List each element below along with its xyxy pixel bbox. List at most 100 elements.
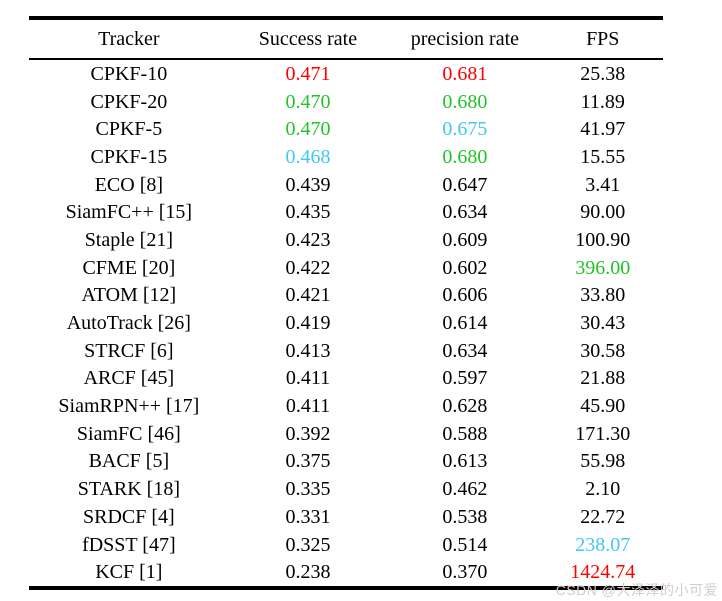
table-row: Staple [21] 0.423 0.609 100.90 <box>29 226 663 254</box>
cell-tracker: STARK [18] <box>77 478 180 501</box>
cell-success-rate: 0.435 <box>285 201 331 224</box>
cell-tracker: SRDCF [4] <box>83 505 175 528</box>
cell-success-rate: 0.470 <box>285 90 331 113</box>
col-header-fps: FPS <box>586 28 620 50</box>
cell-precision-rate: 0.588 <box>442 422 488 445</box>
table-row: STRCF [6] 0.413 0.634 30.58 <box>29 337 663 365</box>
col-header-success-rate: Success rate <box>258 28 358 50</box>
cell-precision-rate: 0.370 <box>442 561 488 584</box>
cell-fps: 1424.74 <box>570 561 636 584</box>
cell-success-rate: 0.422 <box>285 256 331 279</box>
cell-success-rate: 0.419 <box>285 312 331 335</box>
table-row: CPKF-10 0.471 0.681 25.38 <box>29 60 663 88</box>
cell-success-rate: 0.411 <box>285 395 331 418</box>
cell-success-rate: 0.238 <box>285 561 331 584</box>
cell-tracker: BACF [5] <box>88 450 170 473</box>
cell-fps: 15.55 <box>580 145 626 168</box>
cell-precision-rate: 0.514 <box>442 533 488 556</box>
cell-tracker: STRCF [6] <box>84 339 174 362</box>
cell-success-rate: 0.470 <box>285 118 331 141</box>
cell-fps: 21.88 <box>580 367 626 390</box>
cell-precision-rate: 0.609 <box>442 228 488 251</box>
cell-tracker: ECO [8] <box>94 173 164 196</box>
cell-tracker: AutoTrack [26] <box>66 312 191 335</box>
cell-tracker: ATOM [12] <box>81 284 177 307</box>
cell-precision-rate: 0.647 <box>442 173 488 196</box>
cell-precision-rate: 0.538 <box>442 505 488 528</box>
col-header-precision-rate: precision rate <box>410 28 519 50</box>
table-row: ARCF [45] 0.411 0.597 21.88 <box>29 365 663 393</box>
cell-tracker: CPKF-20 <box>90 90 168 113</box>
cell-tracker: SiamFC [46] <box>76 422 181 445</box>
cell-fps: 30.43 <box>580 312 626 335</box>
table-row: fDSST [47] 0.325 0.514 238.07 <box>29 531 663 559</box>
cell-fps: 90.00 <box>580 201 626 224</box>
table-header-row: Tracker Success rate precision rate FPS <box>29 20 663 58</box>
cell-precision-rate: 0.681 <box>442 62 488 85</box>
cell-success-rate: 0.335 <box>285 478 331 501</box>
table-row: CPKF-15 0.468 0.680 15.55 <box>29 143 663 171</box>
cell-fps: 25.38 <box>580 62 626 85</box>
cell-fps: 30.58 <box>580 339 626 362</box>
tracker-results-table: Tracker Success rate precision rate FPS … <box>29 16 663 591</box>
cell-precision-rate: 0.606 <box>442 284 488 307</box>
table-row: ATOM [12] 0.421 0.606 33.80 <box>29 282 663 310</box>
cell-precision-rate: 0.680 <box>442 145 488 168</box>
cell-fps: 22.72 <box>580 505 626 528</box>
cell-fps: 33.80 <box>580 284 626 307</box>
table-row: CPKF-20 0.470 0.680 11.89 <box>29 88 663 116</box>
cell-fps: 100.90 <box>575 228 631 251</box>
cell-tracker: ARCF [45] <box>83 367 175 390</box>
cell-success-rate: 0.392 <box>285 422 331 445</box>
cell-fps: 171.30 <box>575 422 631 445</box>
table-row: ECO [8] 0.439 0.647 3.41 <box>29 171 663 199</box>
table-body: CPKF-10 0.471 0.681 25.38 CPKF-20 0.470 0.680 1… <box>29 60 663 586</box>
cell-success-rate: 0.413 <box>285 339 331 362</box>
cell-fps: 238.07 <box>575 533 631 556</box>
cell-success-rate: 0.471 <box>285 62 331 85</box>
table-row: SiamRPN++ [17] 0.411 0.628 45.90 <box>29 392 663 420</box>
cell-fps: 11.89 <box>580 90 625 113</box>
cell-precision-rate: 0.602 <box>442 256 488 279</box>
table-row: SRDCF [4] 0.331 0.538 22.72 <box>29 503 663 531</box>
cell-precision-rate: 0.614 <box>442 312 488 335</box>
cell-tracker: CPKF-5 <box>95 118 163 141</box>
col-header-tracker: Tracker <box>98 28 160 50</box>
cell-success-rate: 0.423 <box>285 228 331 251</box>
table-header-rule <box>29 58 663 60</box>
cell-success-rate: 0.421 <box>285 284 331 307</box>
cell-precision-rate: 0.628 <box>442 395 488 418</box>
cell-precision-rate: 0.597 <box>442 367 488 390</box>
cell-fps: 3.41 <box>585 173 621 196</box>
cell-tracker: CPKF-10 <box>90 62 168 85</box>
table-row: BACF [5] 0.375 0.613 55.98 <box>29 448 663 476</box>
cell-fps: 2.10 <box>585 478 621 501</box>
cell-tracker: KCF [1] <box>95 561 163 584</box>
table-row: SiamFC++ [15] 0.435 0.634 90.00 <box>29 198 663 226</box>
cell-tracker: Staple [21] <box>84 228 173 251</box>
table-row: SiamFC [46] 0.392 0.588 171.30 <box>29 420 663 448</box>
cell-fps: 55.98 <box>580 450 626 473</box>
cell-tracker: CPKF-15 <box>90 145 168 168</box>
cell-precision-rate: 0.675 <box>442 118 488 141</box>
table-row: STARK [18] 0.335 0.462 2.10 <box>29 475 663 503</box>
cell-success-rate: 0.325 <box>285 533 331 556</box>
cell-precision-rate: 0.634 <box>442 339 488 362</box>
cell-precision-rate: 0.680 <box>442 90 488 113</box>
cell-precision-rate: 0.462 <box>442 478 488 501</box>
cell-tracker: CFME [20] <box>82 256 176 279</box>
table-row: AutoTrack [26] 0.419 0.614 30.43 <box>29 309 663 337</box>
cell-success-rate: 0.375 <box>285 450 331 473</box>
cell-tracker: SiamFC++ [15] <box>65 201 193 224</box>
cell-success-rate: 0.468 <box>285 145 331 168</box>
cell-fps: 45.90 <box>580 395 626 418</box>
table-top-rule <box>29 16 663 20</box>
cell-success-rate: 0.331 <box>285 505 331 528</box>
cell-fps: 396.00 <box>575 256 631 279</box>
cell-success-rate: 0.411 <box>285 367 331 390</box>
table-row: CPKF-5 0.470 0.675 41.97 <box>29 115 663 143</box>
watermark: CSDN @大泽泽的小可爱 <box>555 582 718 598</box>
table-row: CFME [20] 0.422 0.602 396.00 <box>29 254 663 282</box>
cell-precision-rate: 0.634 <box>442 201 488 224</box>
